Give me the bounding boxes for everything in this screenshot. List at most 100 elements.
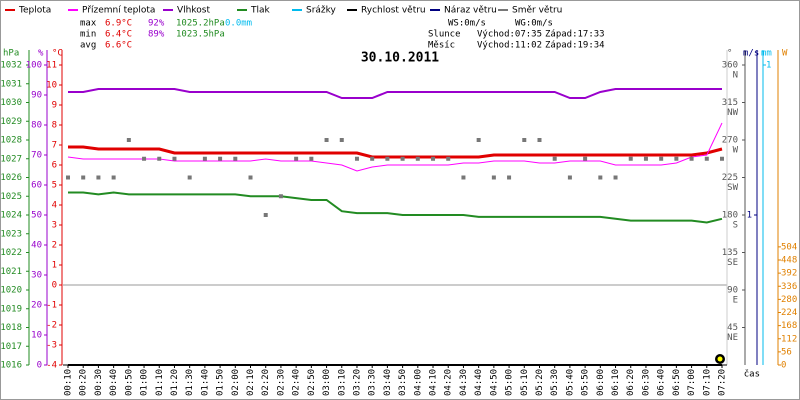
- direction-point: [598, 175, 603, 180]
- legend-label: Srážky: [306, 6, 337, 16]
- tick-label: 1027: [0, 154, 22, 164]
- tick-label: 1028: [0, 136, 22, 146]
- legend-label: Směr větru: [512, 6, 562, 16]
- axis-unit: %: [38, 49, 44, 59]
- series-line: [68, 191, 723, 224]
- tick-label: 0: [37, 361, 42, 371]
- series-line: [67, 122, 723, 172]
- stat-value: 1023.5hPa: [176, 30, 225, 40]
- stat-value: 6.6°C: [105, 41, 132, 51]
- x-tick-label: 00:20: [79, 369, 89, 396]
- x-tick-label: 05:10: [520, 369, 530, 396]
- x-tick-label: 05:20: [535, 369, 545, 396]
- direction-point: [218, 156, 223, 161]
- info-text: Východ:11:02: [477, 41, 542, 51]
- legend-label: Náraz větru: [444, 6, 497, 16]
- tick-label: 392: [781, 269, 797, 279]
- tick-label: 10: [46, 81, 57, 91]
- stat-label: max: [80, 19, 97, 29]
- tick-label: 80: [31, 121, 42, 131]
- tick-label: 100: [26, 61, 42, 71]
- x-tick-label: 02:20: [261, 369, 271, 396]
- tick-label: 1032: [0, 61, 22, 71]
- direction-point: [659, 156, 664, 161]
- tick-label: 1: [52, 261, 57, 271]
- x-tick-label: 00:50: [124, 369, 134, 396]
- tick-label: 1031: [0, 79, 22, 89]
- tick-label: -1: [46, 301, 57, 311]
- x-tick-label: 04:40: [474, 369, 484, 396]
- x-tick-label: 00:40: [109, 369, 119, 396]
- axis-unit: hPa: [3, 49, 19, 59]
- tick-label: 8: [52, 121, 57, 131]
- direction-point: [96, 175, 101, 180]
- x-tick-label: 04:20: [444, 369, 454, 396]
- tick-label: 336: [781, 282, 797, 292]
- direction-point: [704, 156, 709, 161]
- direction-point: [567, 175, 572, 180]
- x-tick-label: 03:20: [352, 369, 362, 396]
- direction-point: [446, 156, 451, 161]
- tick-name: E: [733, 296, 738, 306]
- tick-label: 315: [722, 98, 738, 108]
- direction-point: [431, 156, 436, 161]
- tick-label: 2: [52, 241, 57, 251]
- direction-point: [278, 194, 283, 199]
- tick-label: 1030: [0, 98, 22, 108]
- direction-point: [385, 156, 390, 161]
- direction-point: [187, 175, 192, 180]
- tick-label: 224: [781, 308, 797, 318]
- x-axis-label: čas: [744, 369, 760, 380]
- tick-label: 180: [722, 211, 738, 221]
- direction-point: [263, 213, 268, 217]
- legend-label: Teplota: [18, 6, 51, 16]
- tick-label: -3: [46, 341, 57, 351]
- x-tick-label: 02:40: [292, 369, 302, 396]
- tick-label: 280: [781, 295, 797, 305]
- direction-point: [202, 156, 207, 161]
- tick-label: 1: [747, 211, 752, 221]
- tick-label: 6: [52, 161, 57, 171]
- tick-label: 70: [31, 151, 42, 161]
- x-tick-label: 02:50: [307, 369, 317, 396]
- x-tick-label: 03:50: [398, 369, 408, 396]
- x-tick-label: 01:30: [185, 369, 195, 396]
- direction-point: [674, 156, 679, 161]
- stat-value: 89%: [148, 30, 165, 40]
- info-text: Západ:17:33: [545, 30, 605, 40]
- tick-label: 135: [722, 248, 738, 258]
- tick-label: 90: [727, 286, 738, 296]
- info-text: Měsíc: [428, 41, 455, 51]
- tick-label: 7: [52, 141, 57, 151]
- direction-point: [111, 175, 116, 180]
- tick-label: 5: [52, 181, 57, 191]
- tick-label: 4: [52, 201, 57, 211]
- direction-point: [461, 175, 466, 180]
- tick-label: 45: [727, 323, 738, 333]
- tick-label: 40: [31, 241, 42, 251]
- tick-label: -4: [46, 361, 57, 371]
- tick-label: 1016: [0, 361, 22, 371]
- x-tick-label: 01:10: [155, 369, 165, 396]
- tick-label: 1017: [0, 342, 22, 352]
- tick-label: 9: [52, 101, 57, 111]
- tick-label: 112: [781, 334, 797, 344]
- tick-label: 1021: [0, 267, 22, 277]
- direction-point: [157, 156, 162, 161]
- axis-unit: °C: [52, 49, 63, 59]
- direction-point: [491, 175, 496, 180]
- tick-label: 1020: [0, 286, 22, 296]
- direction-point: [400, 156, 405, 161]
- tick-name: W: [733, 146, 739, 156]
- x-tick-label: 01:50: [216, 369, 226, 396]
- x-tick-label: 06:20: [626, 369, 636, 396]
- direction-point: [583, 156, 588, 161]
- direction-point: [720, 156, 724, 161]
- legend-label: Vlhkost: [177, 6, 210, 16]
- axis-unit: °: [727, 49, 732, 59]
- tick-name: SW: [727, 183, 738, 193]
- tick-label: 1024: [0, 211, 22, 221]
- info-text: Slunce: [428, 30, 461, 40]
- tick-label: 1022: [0, 248, 22, 258]
- tick-label: 3: [52, 221, 57, 231]
